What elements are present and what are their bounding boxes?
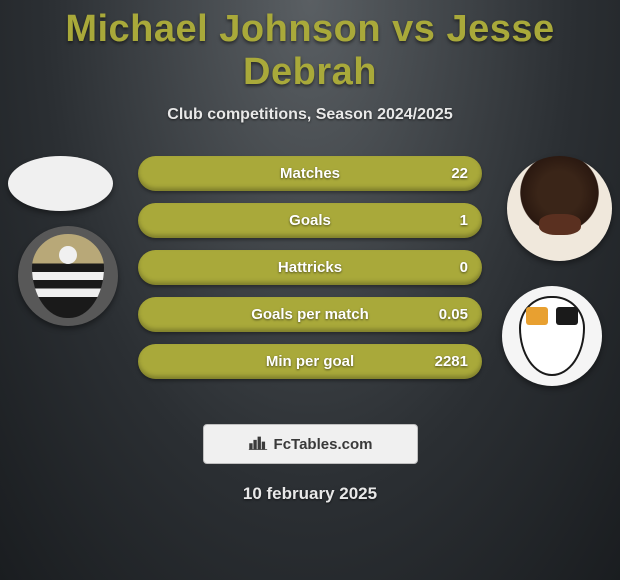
branding-badge[interactable]: FcTables.com xyxy=(203,424,418,464)
stat-label: Goals xyxy=(289,212,331,229)
stat-bar: Goals 1 xyxy=(138,203,482,238)
stat-value: 2281 xyxy=(435,353,468,370)
stat-label: Goals per match xyxy=(251,306,369,323)
date-label: 10 february 2025 xyxy=(0,484,620,504)
stat-value: 0.05 xyxy=(439,306,468,323)
stat-value: 22 xyxy=(451,165,468,182)
stat-bar: Goals per match 0.05 xyxy=(138,297,482,332)
stat-bar: Min per goal 2281 xyxy=(138,344,482,379)
branding-text: FcTables.com xyxy=(274,436,373,453)
club-badge-right xyxy=(502,286,602,386)
stat-bar: Hattricks 0 xyxy=(138,250,482,285)
stat-bars: Matches 22 Goals 1 Hattricks 0 Goals per… xyxy=(138,156,482,391)
chart-icon xyxy=(248,433,268,456)
page-title: Michael Johnson vs Jesse Debrah xyxy=(0,0,620,94)
stat-label: Min per goal xyxy=(266,353,354,370)
club-badge-left xyxy=(18,226,118,326)
stat-label: Matches xyxy=(280,165,340,182)
player-avatar-left xyxy=(8,156,113,211)
player-avatar-right xyxy=(507,156,612,261)
stat-value: 0 xyxy=(460,259,468,276)
subtitle: Club competitions, Season 2024/2025 xyxy=(0,106,620,124)
comparison-panel: Matches 22 Goals 1 Hattricks 0 Goals per… xyxy=(0,156,620,416)
stat-label: Hattricks xyxy=(278,259,342,276)
stat-bar: Matches 22 xyxy=(138,156,482,191)
stat-value: 1 xyxy=(460,212,468,229)
